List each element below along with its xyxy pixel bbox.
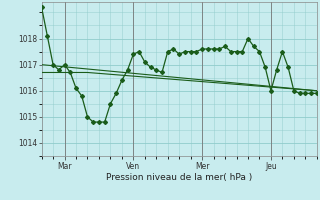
X-axis label: Pression niveau de la mer( hPa ): Pression niveau de la mer( hPa ) [106,173,252,182]
